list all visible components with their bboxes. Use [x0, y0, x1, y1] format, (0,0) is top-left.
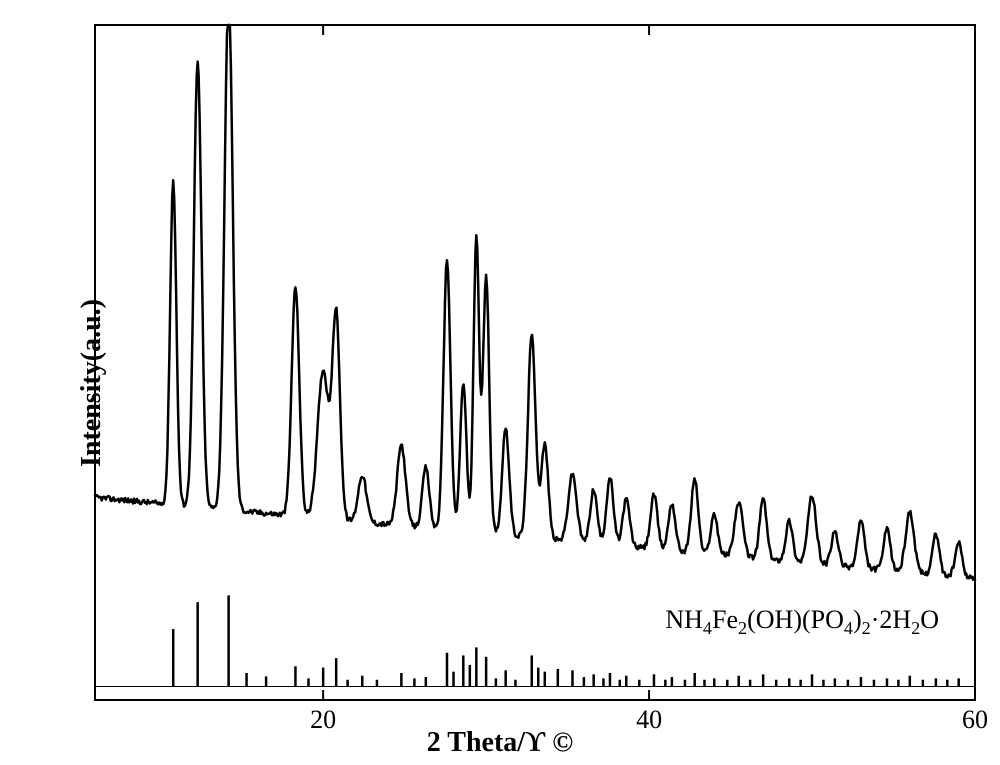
svg-text:20: 20 [310, 705, 336, 734]
y-axis-label: Intensity(a.u.) [76, 298, 108, 466]
x-axis-label: 2 Theta/ϒ © [427, 727, 573, 759]
xrd-plot-svg: 20 40 60 [0, 0, 1000, 765]
svg-text:60: 60 [962, 705, 988, 734]
svg-text:40: 40 [636, 705, 662, 734]
reference-formula-label: NH4Fe2(OH)(PO4)2·2H2O [665, 605, 939, 639]
xrd-figure: 20 40 60 Intensity(a.u.) 2 Theta/ϒ © NH4Fe… [0, 0, 1000, 765]
